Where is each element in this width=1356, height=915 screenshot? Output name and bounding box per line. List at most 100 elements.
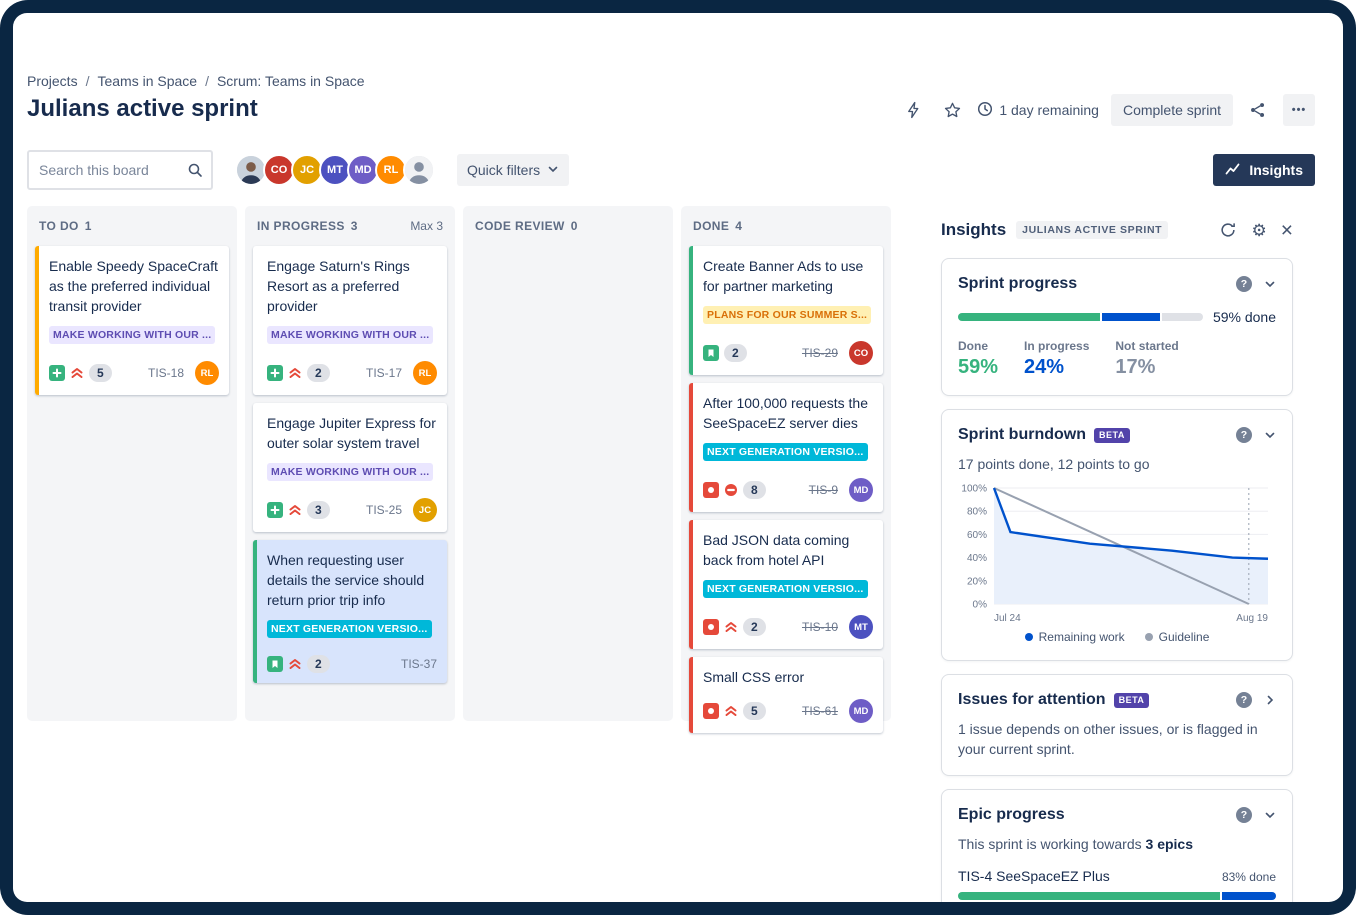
board-toolbar: CO JC MT MD RL Quick filters Insights xyxy=(27,150,1315,190)
issue-card[interactable]: Bad JSON data coming back from hotel API… xyxy=(689,520,883,649)
card-footer: 2 TIS-10 MT xyxy=(703,615,873,639)
issue-card[interactable]: Engage Saturn's Rings Resort as a prefer… xyxy=(253,246,447,395)
column-name: CODE REVIEW xyxy=(475,219,565,233)
board-column-in-progress: IN PROGRESS 3 Max 3 Engage Saturn's Ring… xyxy=(245,206,455,721)
epic-label[interactable]: MAKE WORKING WITH OUR ... xyxy=(267,326,434,344)
card-summary: Small CSS error xyxy=(703,669,805,685)
assignee-avatar[interactable]: JC xyxy=(413,498,437,522)
issue-card[interactable]: Engage Jupiter Express for outer solar s… xyxy=(253,403,447,532)
complete-sprint-button[interactable]: Complete sprint xyxy=(1110,94,1233,126)
epic-count: 3 epics xyxy=(1145,836,1193,852)
card-accent xyxy=(35,246,39,395)
breadcrumb-separator: / xyxy=(85,73,90,89)
epic-label[interactable]: MAKE WORKING WITH OUR ... xyxy=(49,326,216,344)
stat-label: In progress xyxy=(1024,339,1090,353)
svg-text:0%: 0% xyxy=(973,600,988,611)
help-icon[interactable]: ? xyxy=(1236,427,1252,443)
bug-icon xyxy=(703,482,719,498)
epic-label[interactable]: PLANS FOR OUR SUMMER S... xyxy=(703,306,872,324)
estimate-badge: 8 xyxy=(743,481,766,499)
user-avatar[interactable]: CO xyxy=(263,154,295,186)
settings-gear-icon[interactable]: ⚙ xyxy=(1251,220,1267,240)
story-icon xyxy=(703,345,719,361)
issue-card-selected[interactable]: When requesting user details the service… xyxy=(253,540,447,683)
svg-text:Aug 19: Aug 19 xyxy=(1236,613,1268,624)
card-summary: Engage Jupiter Express for outer solar s… xyxy=(267,415,436,451)
star-icon[interactable] xyxy=(939,97,965,123)
card-accent xyxy=(253,540,257,683)
chevron-right-icon[interactable] xyxy=(1264,694,1276,706)
chevron-down-icon[interactable] xyxy=(1264,278,1276,290)
anonymous-avatar[interactable] xyxy=(403,154,435,186)
issue-card[interactable]: Create Banner Ads to use for partner mar… xyxy=(689,246,883,375)
app-window: Projects / Teams in Space / Scrum: Teams… xyxy=(13,13,1343,902)
board: TO DO 1 Enable Speedy SpaceCraft as the … xyxy=(27,206,891,733)
share-icon[interactable] xyxy=(1245,97,1271,123)
page-title: Julians active sprint xyxy=(27,95,258,122)
estimate-badge: 2 xyxy=(307,364,330,382)
card-footer: 2 TIS-29 CO xyxy=(703,341,873,365)
svg-text:80%: 80% xyxy=(967,507,987,518)
epic-row[interactable]: TIS-4 SeeSpaceEZ Plus 83% done xyxy=(958,868,1276,884)
more-icon[interactable]: ••• xyxy=(1283,94,1315,126)
help-icon[interactable]: ? xyxy=(1236,276,1252,292)
epic-label[interactable]: NEXT GENERATION VERSIO... xyxy=(703,443,868,461)
legend-label: Remaining work xyxy=(1038,630,1125,644)
epic-progress-title: Epic progress xyxy=(958,806,1065,823)
story-icon xyxy=(267,656,283,672)
issue-key: TIS-37 xyxy=(400,657,437,671)
breadcrumb-separator: / xyxy=(205,73,209,89)
sprint-progress-bar xyxy=(958,313,1203,321)
priority-blocker-icon xyxy=(724,483,738,497)
card-footer: 2 TIS-37 xyxy=(267,655,437,673)
quick-filters-label: Quick filters xyxy=(467,162,541,178)
epic-progress-card: Epic progress ? This sprint is working t… xyxy=(941,789,1293,902)
issue-card[interactable]: Enable Speedy SpaceCraft as the preferre… xyxy=(35,246,229,395)
chevron-down-icon[interactable] xyxy=(1264,429,1276,441)
burndown-chart: 0% 20% 40% 60% 80% 100% Jul 24 Aug 19 xyxy=(961,484,1268,625)
quick-filters-button[interactable]: Quick filters xyxy=(457,154,570,186)
card-footer: 3 TIS-25 JC xyxy=(267,498,437,522)
search-input[interactable] xyxy=(27,150,213,190)
priority-highest-icon xyxy=(724,620,738,634)
assignee-avatar[interactable]: MT xyxy=(849,615,873,639)
column-count: 1 xyxy=(84,219,92,233)
time-remaining[interactable]: 1 day remaining xyxy=(977,101,1099,120)
photo-avatar[interactable] xyxy=(235,154,267,186)
column-cards: Create Banner Ads to use for partner mar… xyxy=(689,246,883,733)
assignee-avatar[interactable]: MD xyxy=(849,699,873,723)
assignee-avatar[interactable]: RL xyxy=(413,361,437,385)
issue-card[interactable]: Small CSS error 5 TIS-61 MD xyxy=(689,657,883,733)
progress-inprogress-segment xyxy=(1102,313,1160,321)
issue-card[interactable]: After 100,000 requests the SeeSpaceEZ se… xyxy=(689,383,883,512)
assignee-avatar[interactable]: MD xyxy=(849,478,873,502)
column-header: CODE REVIEW 0 xyxy=(471,206,665,246)
epic-percent: 83% done xyxy=(1221,870,1276,884)
burndown-subtitle: 17 points done, 12 points to go xyxy=(958,456,1150,472)
refresh-icon[interactable] xyxy=(1219,221,1237,239)
lightning-icon[interactable] xyxy=(901,97,927,123)
help-icon[interactable]: ? xyxy=(1236,692,1252,708)
card-summary: Bad JSON data coming back from hotel API xyxy=(703,532,850,568)
issue-key: TIS-9 xyxy=(808,483,838,497)
breadcrumb-scrum-board[interactable]: Scrum: Teams in Space xyxy=(216,73,365,89)
insights-header: Insights JULIANS ACTIVE SPRINT ⚙ × xyxy=(941,215,1293,245)
insights-button[interactable]: Insights xyxy=(1213,154,1315,186)
chevron-down-icon[interactable] xyxy=(1264,809,1276,821)
assignee-avatar[interactable]: CO xyxy=(849,341,873,365)
card-footer: 8 TIS-9 MD xyxy=(703,478,873,502)
epic-label[interactable]: MAKE WORKING WITH OUR ... xyxy=(267,463,434,481)
insights-panel: Insights JULIANS ACTIVE SPRINT ⚙ × Sprin… xyxy=(941,215,1293,902)
breadcrumb-projects[interactable]: Projects xyxy=(27,73,78,89)
assignee-avatar[interactable]: RL xyxy=(195,361,219,385)
close-icon[interactable]: × xyxy=(1280,218,1293,242)
epic-progress-lead-text: This sprint is working towards xyxy=(958,836,1142,852)
epic-label[interactable]: NEXT GENERATION VERSIO... xyxy=(267,620,432,638)
help-icon[interactable]: ? xyxy=(1236,807,1252,823)
breadcrumb-teams-in-space[interactable]: Teams in Space xyxy=(97,73,198,89)
issues-for-attention-card: Issues for attention BETA ? 1 issue depe… xyxy=(941,674,1293,776)
card-summary: After 100,000 requests the SeeSpaceEZ se… xyxy=(703,395,868,431)
epic-label[interactable]: NEXT GENERATION VERSIO... xyxy=(703,580,868,598)
clock-icon xyxy=(977,101,993,120)
